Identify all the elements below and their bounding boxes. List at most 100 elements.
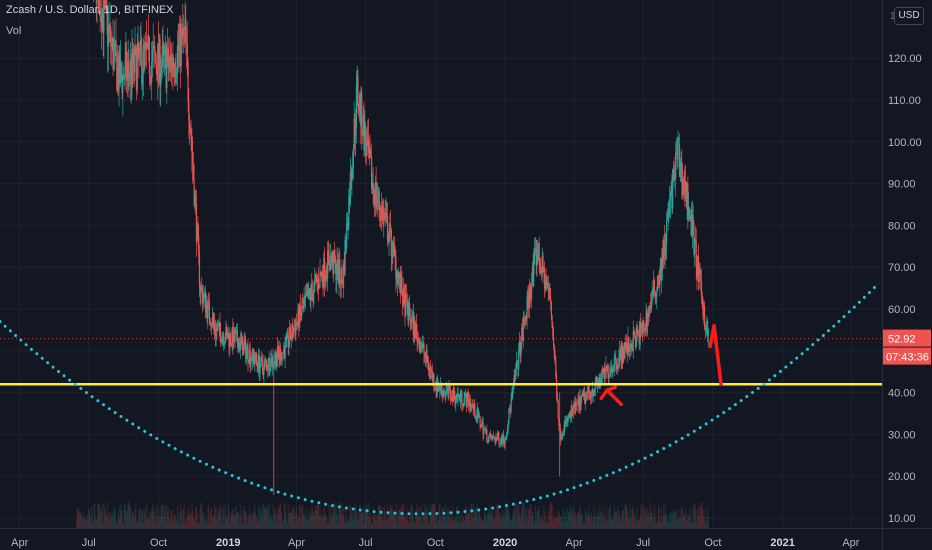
candle-body [276,346,279,360]
candle-body [458,394,461,401]
volume-bar [172,509,174,528]
volume-bar [688,515,690,528]
volume-bar [614,510,616,528]
candle-body [136,55,138,91]
candle-body [352,168,354,173]
candle-body [213,322,215,325]
candle-body [408,302,410,321]
volume-bar [593,505,595,528]
candle-body [176,71,178,75]
currency-button[interactable]: USD [894,7,924,25]
volume-bar [193,518,195,528]
candle-body [176,45,179,72]
candle-body [374,192,376,206]
candle-body [591,388,593,396]
candle-body [628,348,631,352]
volume-bar [345,518,348,528]
volume-bar [278,508,280,528]
volume-bar [106,514,108,528]
volume-bar [615,511,618,528]
candle-body [581,395,583,398]
symbol-title[interactable]: Zcash / U.S. Dollar, 1D, BITFINEX [6,4,174,16]
volume-bar [364,508,366,528]
volume-bar [435,523,437,528]
volume-bar [342,515,344,528]
candle-body [140,40,142,53]
volume-bar [116,523,118,528]
candle-body [541,255,543,269]
volume-bar [347,520,349,528]
volume-bar [97,503,100,528]
price-scale[interactable]: 10.0020.0030.0040.0050.0060.0070.0080.00… [882,0,932,550]
candle-body [566,418,568,423]
candle-body [399,273,401,279]
candle-body [405,295,407,317]
arrow-up [599,385,623,406]
volume-bar [264,508,267,528]
volume-bar [384,510,386,528]
candle-body [368,146,370,153]
candle-body [612,370,615,372]
candle-body [194,194,196,206]
volume-bar [520,519,522,528]
candle-body [333,250,336,263]
time-scale[interactable]: Apr Jul Oct 2019 Apr Jul Oct 2020 Apr Jul Oct 2021 A… [0,528,932,550]
candle-body [186,44,188,64]
candle-body [534,248,536,256]
candle-body [387,240,389,244]
volume-label[interactable]: Vol [6,25,22,37]
candle-body [573,402,575,405]
candle-body [672,169,675,182]
volume-bar [622,510,624,528]
volume-bar [283,519,285,528]
volume-bar [326,518,328,528]
candle-body [453,387,455,396]
candle-body [294,328,296,335]
candle-body [608,375,610,378]
candle-body [317,278,320,288]
volume-bar [356,520,358,528]
time-tick-label: Oct [427,537,444,549]
last-price-tag: 52.92 [888,334,916,346]
volume-bar [608,521,610,528]
volume-bar [313,515,315,528]
candle-body [520,343,522,357]
volume-bar [332,502,334,528]
volume-bar [207,505,210,528]
candle-body [425,350,427,358]
volume-bar [644,514,646,528]
volume-bar [107,519,110,528]
volume-bar [521,505,524,528]
volume-bar [459,523,461,528]
volume-bar [198,522,201,528]
volume-bar [566,520,568,528]
candle-body [560,435,562,440]
candle-body [258,355,260,373]
candle-body [138,50,141,58]
volume-bar [279,504,281,528]
volume-bar [632,508,634,528]
volume-bar [146,503,148,528]
candle-body [123,73,125,80]
volume-bar [689,506,691,528]
volume-bar [285,512,287,528]
candle-body [330,256,333,263]
candle-body [688,206,690,217]
volume-bar [226,519,229,528]
candle-body [201,289,204,304]
volume-bar [333,503,336,528]
volume-bar [560,517,562,528]
volume-bar [656,520,659,528]
candle-body [304,298,306,300]
candle-body [588,390,590,393]
volume-bar [186,510,188,528]
candle-body [259,366,261,373]
candle-body [652,289,654,292]
candle-body [678,144,680,146]
volume-bar [135,503,137,528]
volume-bar [269,502,271,528]
volume-bar [558,510,560,528]
candle-body [168,65,170,69]
candle-body [480,425,482,428]
